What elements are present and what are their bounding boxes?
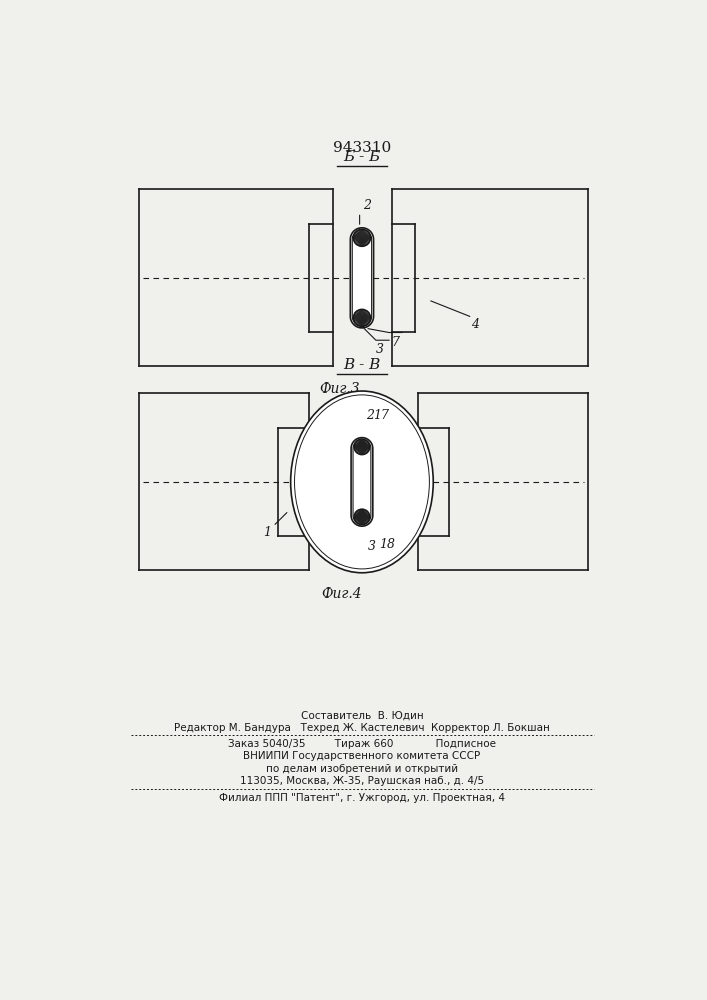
Text: Филиал ППП "Патент", г. Ужгород, ул. Проектная, 4: Филиал ППП "Патент", г. Ужгород, ул. Про…	[219, 793, 505, 803]
Text: 18: 18	[379, 538, 395, 551]
Text: 1: 1	[263, 526, 271, 539]
Text: Заказ 5040/35         Тираж 660             Подписное: Заказ 5040/35 Тираж 660 Подписное	[228, 739, 496, 749]
Text: по делам изобретений и открытий: по делам изобретений и открытий	[266, 764, 458, 774]
Ellipse shape	[295, 395, 429, 569]
Circle shape	[354, 229, 370, 246]
PathPatch shape	[351, 438, 373, 526]
Text: 2: 2	[366, 409, 374, 422]
Text: 3: 3	[368, 540, 376, 553]
Text: 7: 7	[392, 336, 399, 349]
Text: ВНИИПИ Государственного комитета СССР: ВНИИПИ Государственного комитета СССР	[243, 751, 481, 761]
Text: Фиг.4: Фиг.4	[322, 587, 362, 601]
PathPatch shape	[352, 230, 372, 326]
Text: 2: 2	[363, 199, 371, 212]
Text: 3: 3	[376, 343, 384, 356]
PathPatch shape	[351, 228, 373, 328]
Text: 113035, Москва, Ж-35, Раушская наб., д. 4/5: 113035, Москва, Ж-35, Раушская наб., д. …	[240, 776, 484, 786]
Text: Редактор М. Бандура   Техред Ж. Кастелевич  Корректор Л. Бокшан: Редактор М. Бандура Техред Ж. Кастелевич…	[174, 723, 550, 733]
Ellipse shape	[291, 391, 433, 573]
Text: 4: 4	[472, 318, 479, 331]
Text: Б - Б: Б - Б	[344, 150, 380, 164]
Circle shape	[354, 309, 370, 326]
Circle shape	[354, 439, 370, 455]
Circle shape	[354, 509, 370, 525]
Text: 17: 17	[373, 409, 389, 422]
PathPatch shape	[353, 440, 371, 524]
Text: В - В: В - В	[344, 358, 380, 372]
Text: 943310: 943310	[333, 141, 391, 155]
Text: Составитель  В. Юдин: Составитель В. Юдин	[300, 711, 423, 721]
Text: Фиг.3: Фиг.3	[320, 382, 360, 396]
